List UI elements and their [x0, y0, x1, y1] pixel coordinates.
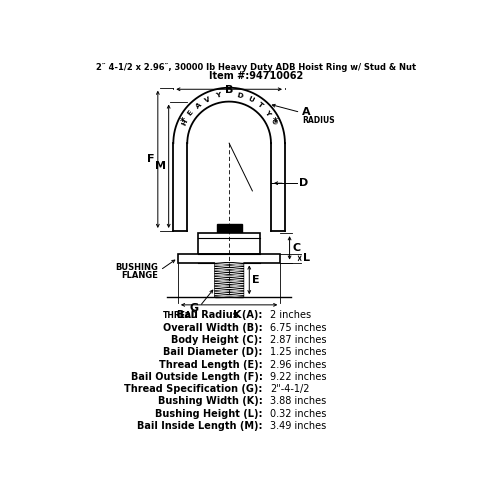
- Text: Bushing Width (K):: Bushing Width (K):: [158, 396, 262, 406]
- Text: FLANGE: FLANGE: [122, 271, 158, 280]
- Text: Y: Y: [215, 92, 222, 100]
- Text: Thread Length (E):: Thread Length (E):: [159, 360, 262, 370]
- Text: 0.32 inches: 0.32 inches: [270, 409, 326, 419]
- Bar: [215, 262, 243, 297]
- Bar: [216, 224, 242, 233]
- Text: Body Height (C):: Body Height (C):: [171, 335, 262, 345]
- Text: M: M: [156, 162, 166, 172]
- Bar: [198, 233, 260, 254]
- Text: THREAD: THREAD: [163, 311, 198, 320]
- Text: A: A: [302, 108, 310, 118]
- Text: H: H: [181, 118, 189, 126]
- Text: K: K: [232, 310, 241, 320]
- Text: 2.96 inches: 2.96 inches: [270, 360, 326, 370]
- Text: G: G: [189, 304, 198, 314]
- Text: L: L: [303, 254, 310, 264]
- Text: 2.87 inches: 2.87 inches: [270, 335, 326, 345]
- Text: T: T: [256, 102, 264, 110]
- Text: D: D: [299, 178, 308, 188]
- Text: 2"-4-1/2: 2"-4-1/2: [270, 384, 310, 394]
- Text: Thread Specification (G):: Thread Specification (G):: [124, 384, 262, 394]
- Text: E: E: [252, 275, 260, 285]
- Text: Overall Width (B):: Overall Width (B):: [163, 322, 262, 332]
- Text: V: V: [204, 96, 212, 104]
- Text: Bushing Height (L):: Bushing Height (L):: [155, 409, 262, 419]
- Text: 3.49 inches: 3.49 inches: [270, 421, 326, 431]
- Text: C: C: [292, 243, 301, 253]
- Text: F: F: [147, 154, 154, 164]
- Text: 2 inches: 2 inches: [270, 310, 312, 320]
- Text: Item #:94710062: Item #:94710062: [209, 71, 304, 81]
- Text: 9.22 inches: 9.22 inches: [270, 372, 326, 382]
- Text: A: A: [194, 102, 202, 110]
- Text: E: E: [187, 110, 194, 117]
- Text: 2″ 4-1/2 x 2.96″, 30000 lb Heavy Duty ADB Hoist Ring w/ Stud & Nut: 2″ 4-1/2 x 2.96″, 30000 lb Heavy Duty AD…: [96, 63, 416, 72]
- Text: 1.25 inches: 1.25 inches: [270, 347, 326, 357]
- Text: U: U: [246, 96, 254, 104]
- Bar: [178, 254, 280, 262]
- Text: RADIUS: RADIUS: [302, 116, 334, 124]
- Text: D: D: [236, 92, 244, 100]
- Text: B: B: [225, 84, 234, 94]
- Text: 3.88 inches: 3.88 inches: [270, 396, 326, 406]
- Text: *: *: [273, 116, 278, 126]
- Text: Bail Inside Length (M):: Bail Inside Length (M):: [137, 421, 262, 431]
- Text: Bail Outside Length (F):: Bail Outside Length (F):: [130, 372, 262, 382]
- Text: 6.75 inches: 6.75 inches: [270, 322, 326, 332]
- Text: BUSHING: BUSHING: [116, 264, 158, 272]
- Text: Y: Y: [264, 110, 272, 117]
- Text: *: *: [180, 116, 186, 126]
- Text: Bail Diameter (D):: Bail Diameter (D):: [163, 347, 262, 357]
- Bar: [215, 262, 243, 297]
- Text: Bail Radius (A):: Bail Radius (A):: [177, 310, 262, 320]
- Text: ®: ®: [269, 118, 278, 127]
